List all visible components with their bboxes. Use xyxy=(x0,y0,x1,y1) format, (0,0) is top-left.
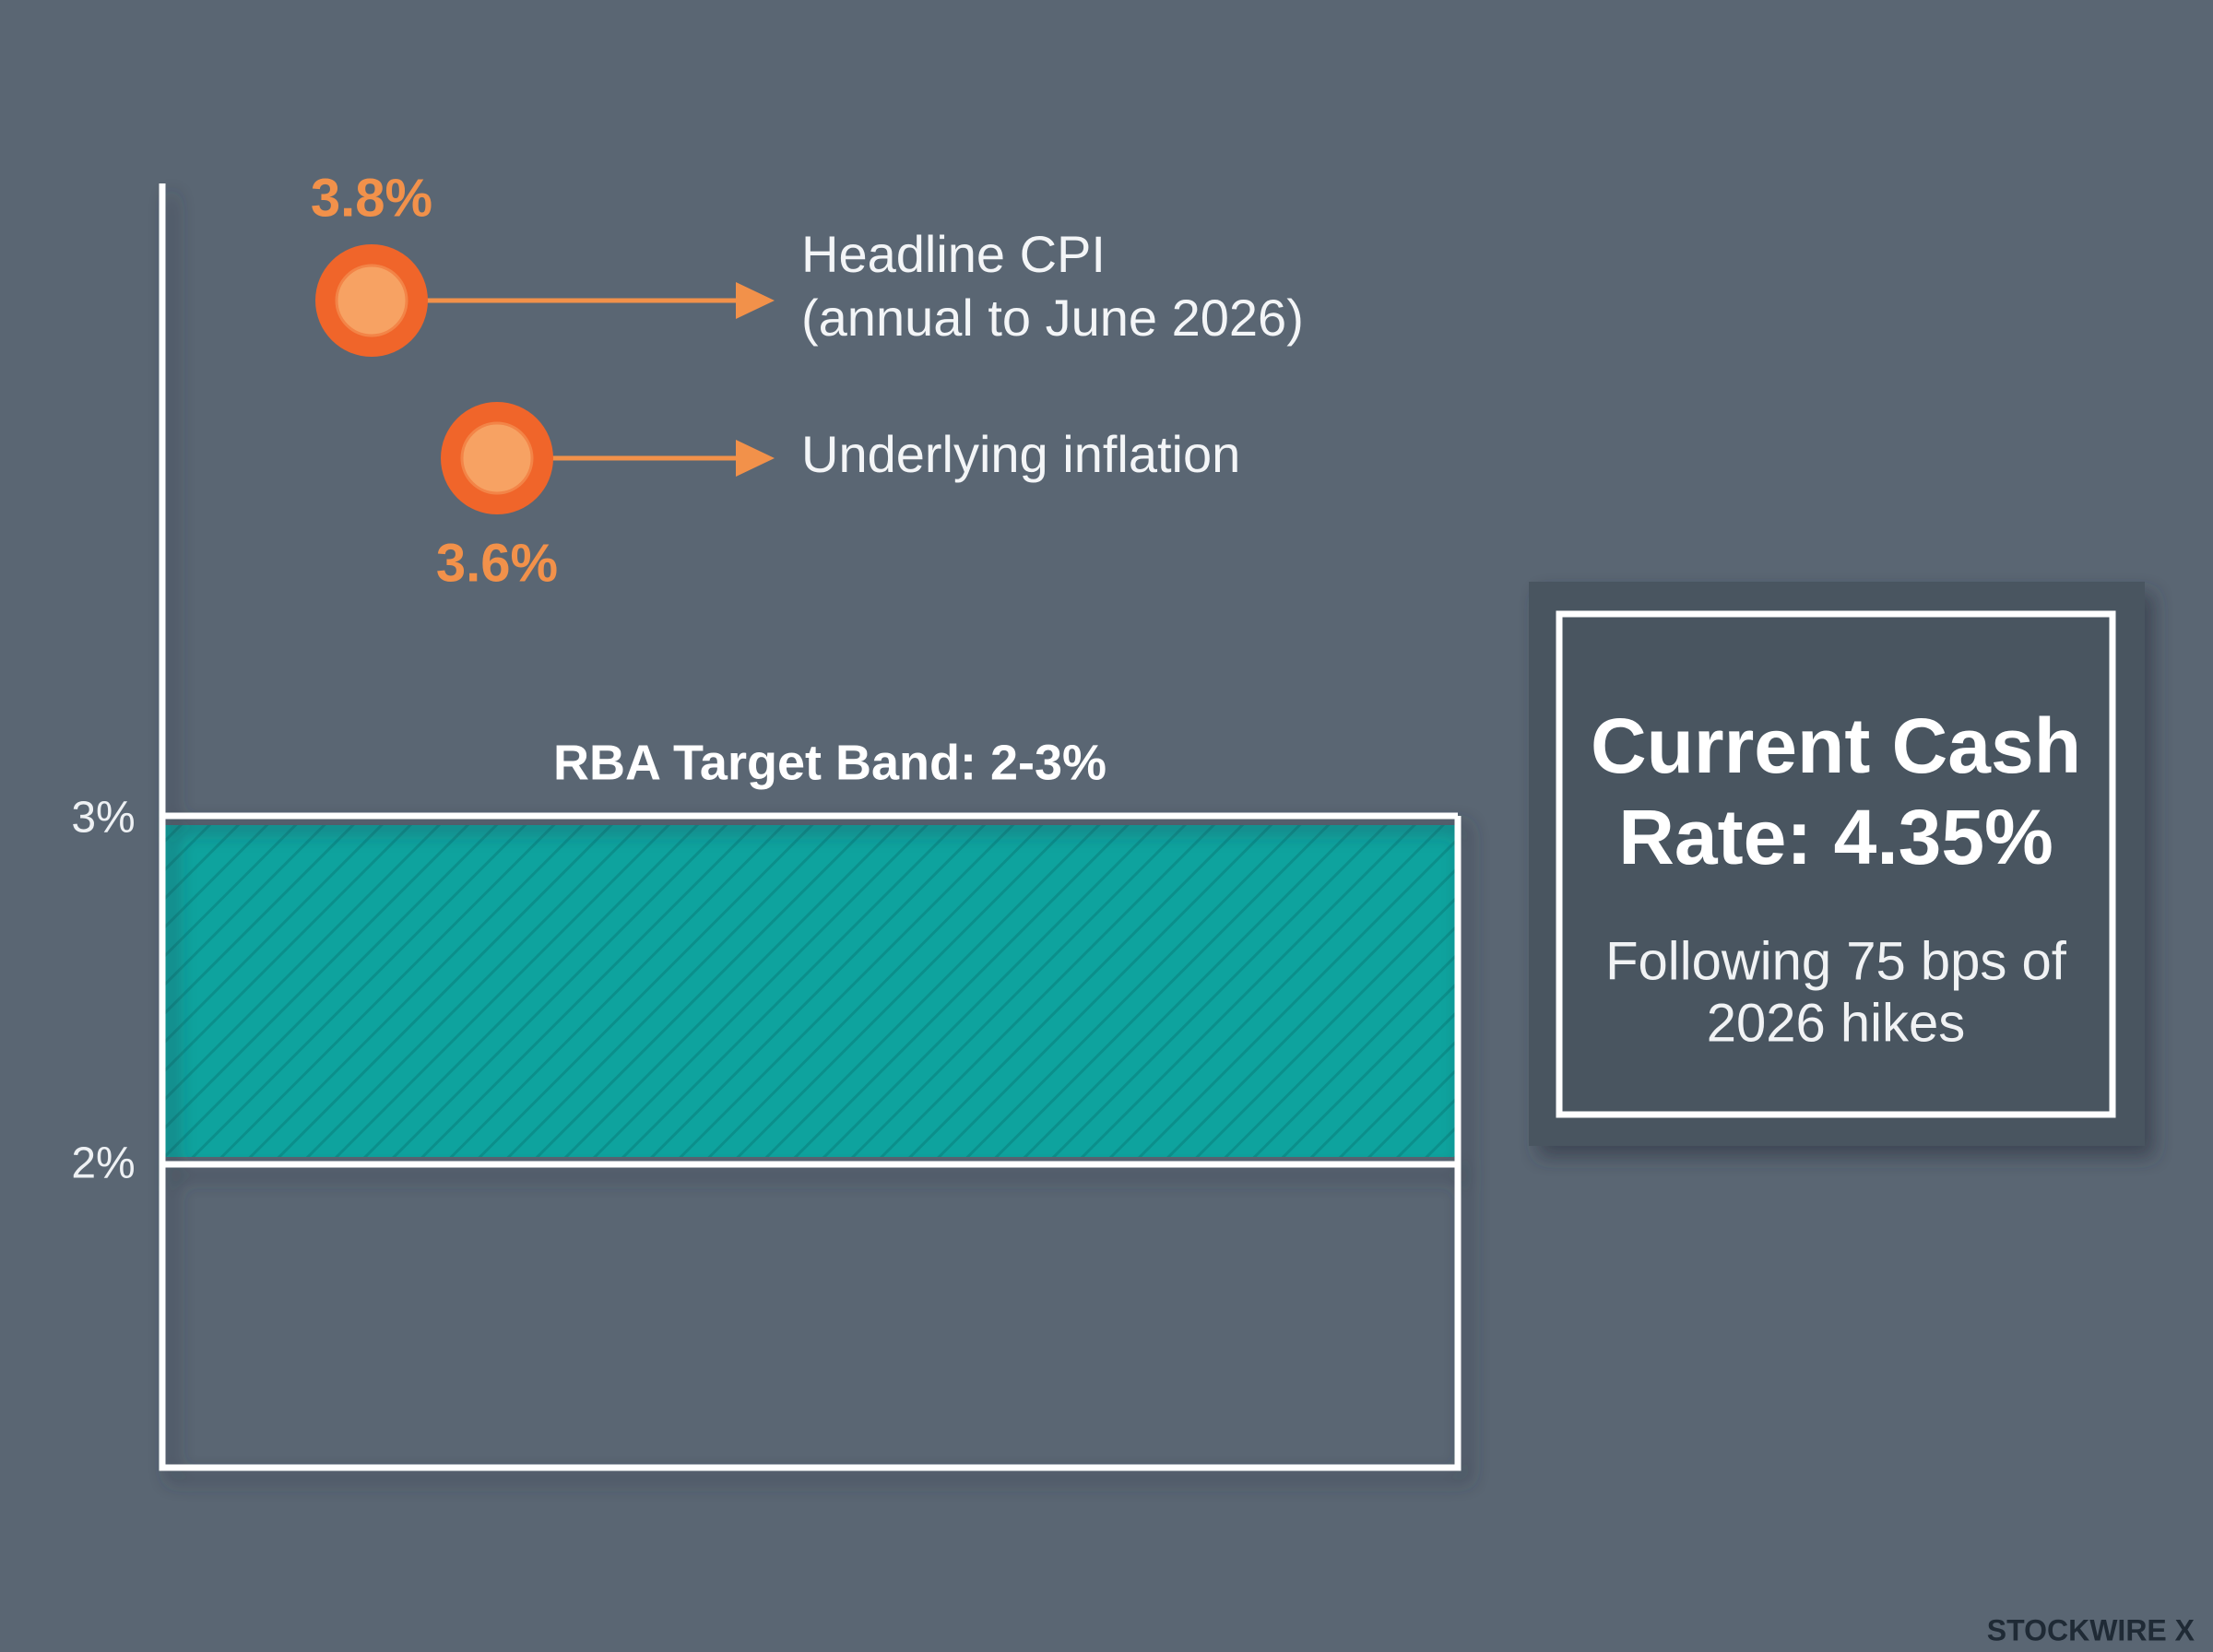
callout-text: 2026 hikes xyxy=(1707,993,1966,1053)
marker-inner xyxy=(335,264,408,337)
axes xyxy=(159,183,1462,1471)
point-label: Underlying inflation xyxy=(801,425,1240,483)
axis-frame xyxy=(159,183,1462,1471)
callout-title: Rate: 4.35% xyxy=(1618,794,2053,880)
arrow-head xyxy=(736,440,775,477)
watermark: STOCKWIRE X xyxy=(1987,1613,2195,1646)
callout-text: Following 75 bps of xyxy=(1605,931,2067,991)
underlying-marker xyxy=(441,402,775,514)
band-label: RBA Target Band: 2-3% xyxy=(553,735,1106,790)
marker-inner xyxy=(460,421,534,495)
point-label: (annual to June 2026) xyxy=(801,289,1304,347)
arrow-head xyxy=(736,282,775,319)
callout-box xyxy=(1529,582,2145,1146)
callout-border xyxy=(1556,610,2116,1118)
value-label: 3.6% xyxy=(436,533,558,593)
value-label: 3.8% xyxy=(311,168,432,228)
headline-marker xyxy=(315,244,775,357)
y-tick-label: 3% xyxy=(71,794,135,843)
point-label: Headline CPI xyxy=(801,225,1106,283)
y-tick-label: 2% xyxy=(71,1139,135,1188)
callout-title: Current Cash xyxy=(1591,702,2081,789)
target-band xyxy=(162,825,1458,1157)
